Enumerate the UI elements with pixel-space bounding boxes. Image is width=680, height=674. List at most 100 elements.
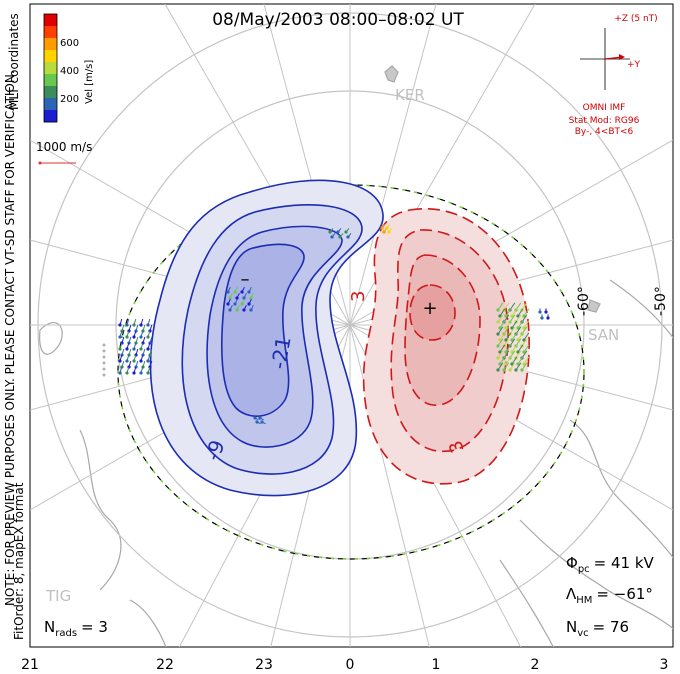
velocity-vector xyxy=(259,417,264,421)
velocity-vector xyxy=(229,304,233,311)
velocity-vector xyxy=(248,286,252,293)
velocity-vector xyxy=(499,344,506,353)
velocity-vector xyxy=(388,228,392,233)
velocity-vector xyxy=(511,344,518,353)
velocity-vector xyxy=(505,332,512,341)
colorbar-cell xyxy=(44,86,57,99)
velocity-vector xyxy=(517,356,524,365)
velocity-vector xyxy=(383,228,387,233)
velocity-vector xyxy=(119,354,123,362)
phi-pc-stat: Φpc = 41 kV xyxy=(566,554,655,575)
contour-label: 3 xyxy=(348,291,369,302)
velocity-vector xyxy=(142,324,146,332)
latitude-label-50: -50° xyxy=(653,286,669,316)
velocity-vector xyxy=(147,318,151,326)
velocity-vector xyxy=(497,314,504,323)
imf-condition: By-, 4<BT<6 xyxy=(575,127,634,137)
velocity-vector xyxy=(499,356,506,365)
colorbar-cell xyxy=(44,50,57,63)
velocity-vector xyxy=(121,324,125,332)
velocity-vector xyxy=(149,324,153,332)
velocity-vector xyxy=(331,233,336,238)
velocity-vector xyxy=(140,330,144,338)
contour-label: -21 xyxy=(266,335,295,371)
colorbar-cell xyxy=(44,26,57,39)
mlt-tick: 0 xyxy=(346,657,355,673)
velocity-vector xyxy=(149,348,153,356)
colorbar-cell xyxy=(44,14,57,27)
velocity-vector xyxy=(133,330,137,338)
velocity-vector xyxy=(135,336,139,344)
velocity-vector xyxy=(248,298,252,305)
velocity-vector xyxy=(329,228,334,233)
velocity-vector xyxy=(140,318,144,326)
lambda-hm-stat: ΛHM = −61° xyxy=(566,585,653,606)
velocity-vector xyxy=(133,318,137,326)
velocity-vector xyxy=(133,366,137,374)
velocity-color-bar: 600 400 200 Vel [m/s] xyxy=(43,13,95,123)
velocity-vector xyxy=(236,292,240,299)
negative-convection-cell: – xyxy=(149,179,384,497)
velocity-vector xyxy=(250,304,254,311)
positive-cell-center: + xyxy=(422,298,437,319)
reference-vector: 1000 m/s xyxy=(36,140,92,165)
velocity-vector xyxy=(236,304,240,311)
preview-note: NOTE: FOR PREVIEW PURPOSES ONLY. PLEASE … xyxy=(3,70,17,606)
colorbar-cell xyxy=(44,62,57,75)
velocity-vector xyxy=(142,336,146,344)
velocity-vector xyxy=(505,308,512,317)
velocity-vector xyxy=(147,366,151,374)
velocity-vector xyxy=(256,421,261,425)
velocity-vector xyxy=(133,342,137,350)
velocity-vector xyxy=(517,332,524,341)
hm-boundary-overlay xyxy=(117,184,585,560)
velocity-vector xyxy=(135,348,139,356)
velocity-vector xyxy=(126,318,130,326)
map-area: – + -21 -9 3 3 KER SAN TIG -60° -50° xyxy=(30,4,673,647)
velocity-vector xyxy=(126,342,130,350)
colorbar-tick: 200 xyxy=(60,94,79,105)
mlt-tick: 1 xyxy=(432,657,441,673)
imf-clock: +Z (5 nT) +Y OMNI IMF Stat Mod: RG96 By-… xyxy=(569,14,658,137)
velocity-vector xyxy=(523,356,530,365)
velocity-vector xyxy=(234,298,238,305)
contour-inner xyxy=(409,284,456,341)
velocity-vector xyxy=(128,324,132,332)
velocity-vector xyxy=(142,360,146,368)
velocity-vector xyxy=(523,332,530,341)
mlt-tick: 21 xyxy=(21,657,39,673)
colorbar-tick: 600 xyxy=(60,38,79,49)
velocity-vector xyxy=(505,356,512,365)
velocity-vector xyxy=(517,308,524,317)
velocity-vector xyxy=(254,417,259,421)
fit-statistics: Φpc = 41 kV ΛHM = −61° Nvc = 76 Nrads = 3 xyxy=(44,554,655,639)
velocity-vector xyxy=(511,332,518,341)
velocity-vector xyxy=(119,330,123,338)
positive-convection-cell: + xyxy=(362,207,530,485)
velocity-vector xyxy=(227,286,231,293)
coastlines xyxy=(39,65,673,647)
velocity-vector xyxy=(386,224,390,229)
contour-inner xyxy=(221,243,305,417)
colorbar-tick: 400 xyxy=(60,66,79,77)
imf-scale-label: +Z (5 nT) xyxy=(614,14,657,24)
velocity-vector xyxy=(128,360,132,368)
velocity-vector xyxy=(261,421,266,425)
mlt-tick: 23 xyxy=(255,657,273,673)
coordinates-label: MLT coordinates xyxy=(7,13,21,110)
velocity-vector xyxy=(147,342,151,350)
velocity-vector xyxy=(503,362,510,371)
velocity-vector xyxy=(119,318,123,326)
site-label-san: SAN xyxy=(588,326,619,344)
velocity-vector xyxy=(497,338,504,347)
velocity-vector xyxy=(243,304,247,311)
nvc-stat: Nvc = 76 xyxy=(566,618,629,639)
velocity-vector xyxy=(121,348,125,356)
imf-model: Stat Mod: RG96 xyxy=(569,116,640,126)
velocity-vector xyxy=(517,344,524,353)
velocity-vector xyxy=(227,298,231,305)
velocity-vector xyxy=(497,326,504,335)
velocity-vector xyxy=(381,224,385,229)
velocity-vector xyxy=(511,308,518,317)
